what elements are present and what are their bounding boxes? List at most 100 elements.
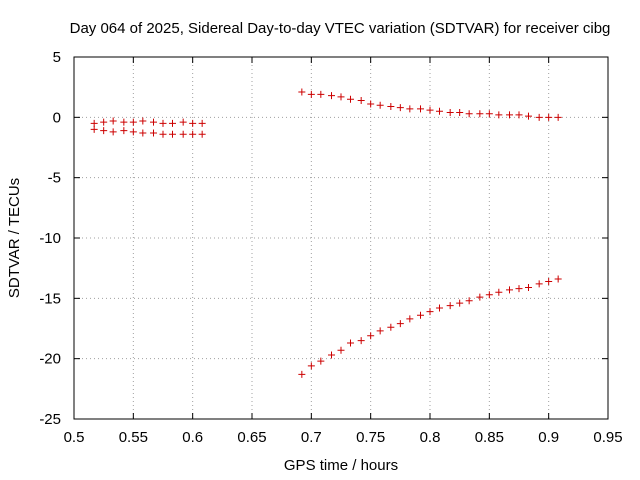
data-point-marker: [367, 100, 375, 108]
x-tick-label: 0.95: [593, 429, 622, 446]
data-point-marker: [406, 105, 414, 113]
data-points: [90, 88, 562, 378]
data-point-marker: [357, 337, 365, 345]
data-point-marker: [307, 90, 315, 98]
y-tick-label: -20: [39, 351, 61, 368]
data-point-marker: [524, 112, 532, 120]
data-point-marker: [337, 93, 345, 101]
data-point-marker: [545, 113, 553, 121]
data-point-marker: [159, 119, 167, 127]
data-point-marker: [515, 111, 523, 119]
data-point-marker: [159, 130, 167, 138]
data-point-marker: [179, 130, 187, 138]
data-point-marker: [396, 320, 404, 328]
data-point-marker: [456, 109, 464, 117]
x-tick-label: 0.6: [182, 429, 203, 446]
data-point-marker: [357, 96, 365, 104]
data-point-marker: [387, 323, 395, 331]
data-point-marker: [317, 357, 325, 365]
data-point-marker: [376, 327, 384, 335]
data-point-marker: [100, 127, 108, 135]
data-point-marker: [298, 88, 306, 96]
data-point-marker: [150, 118, 158, 126]
x-tick-label: 0.65: [237, 429, 266, 446]
data-point-marker: [376, 101, 384, 109]
data-point-marker: [476, 110, 484, 118]
data-point-marker: [554, 275, 562, 283]
data-point-marker: [417, 105, 425, 113]
series-track-b: [298, 88, 562, 121]
series-track-c: [298, 275, 562, 378]
data-point-marker: [506, 286, 514, 294]
data-point-marker: [465, 110, 473, 118]
y-tick-label: -25: [39, 411, 61, 428]
y-tick-labels: 5 0 -5 -10 -15 -20 -25: [39, 49, 61, 428]
grid: [74, 57, 608, 419]
x-axis-label: GPS time / hours: [284, 457, 398, 474]
data-point-marker: [179, 118, 187, 126]
data-point-marker: [150, 129, 158, 137]
data-point-marker: [456, 299, 464, 307]
data-point-marker: [168, 130, 176, 138]
data-point-marker: [90, 119, 98, 127]
y-tick-label: 0: [53, 109, 61, 126]
data-point-marker: [515, 285, 523, 293]
data-point-marker: [328, 351, 336, 359]
data-point-marker: [120, 118, 128, 126]
data-point-marker: [307, 362, 315, 370]
data-point-marker: [506, 111, 514, 119]
data-point-marker: [198, 119, 206, 127]
chart-title: Day 064 of 2025, Sidereal Day-to-day VTE…: [70, 20, 611, 37]
y-tick-label: -10: [39, 230, 61, 247]
x-tick-label: 0.75: [356, 429, 385, 446]
data-point-marker: [495, 111, 503, 119]
x-tick-labels: 0.5 0.55 0.6 0.65 0.7 0.75 0.8 0.85 0.9 0.95: [64, 429, 623, 446]
data-point-marker: [109, 128, 117, 136]
y-tick-label: 5: [53, 49, 61, 66]
data-point-marker: [535, 113, 543, 121]
data-point-marker: [189, 119, 197, 127]
x-tick-label: 0.7: [301, 429, 322, 446]
data-point-marker: [446, 302, 454, 310]
data-point-marker: [524, 283, 532, 291]
y-tick-label: -15: [39, 290, 61, 307]
data-point-marker: [485, 291, 493, 299]
data-point-marker: [120, 127, 128, 135]
y-tick-label: -5: [48, 170, 61, 187]
data-point-marker: [485, 110, 493, 118]
data-point-marker: [435, 304, 443, 312]
data-point-marker: [465, 297, 473, 305]
data-point-marker: [139, 129, 147, 137]
series-track-a-lower: [90, 125, 206, 138]
data-point-marker: [90, 125, 98, 133]
x-tick-label: 0.8: [420, 429, 441, 446]
data-point-marker: [337, 346, 345, 354]
data-point-marker: [495, 288, 503, 296]
ticks: [73, 56, 609, 420]
data-point-marker: [129, 128, 137, 136]
data-point-marker: [476, 293, 484, 301]
data-point-marker: [189, 130, 197, 138]
data-point-marker: [298, 370, 306, 378]
data-point-marker: [426, 308, 434, 316]
data-point-marker: [387, 102, 395, 110]
data-point-marker: [100, 118, 108, 126]
data-point-marker: [346, 95, 354, 103]
data-point-marker: [129, 118, 137, 126]
data-point-marker: [317, 90, 325, 98]
data-point-marker: [535, 280, 543, 288]
data-point-marker: [417, 311, 425, 319]
data-point-marker: [426, 106, 434, 114]
data-point-marker: [198, 130, 206, 138]
data-point-marker: [554, 113, 562, 121]
data-point-marker: [406, 315, 414, 323]
data-point-marker: [346, 339, 354, 347]
data-point-marker: [367, 332, 375, 340]
data-point-marker: [545, 277, 553, 285]
data-point-marker: [109, 117, 117, 125]
data-point-marker: [396, 104, 404, 112]
x-tick-label: 0.85: [475, 429, 504, 446]
x-tick-label: 0.9: [538, 429, 559, 446]
y-axis-label: SDTVAR / TECUs: [6, 178, 23, 298]
